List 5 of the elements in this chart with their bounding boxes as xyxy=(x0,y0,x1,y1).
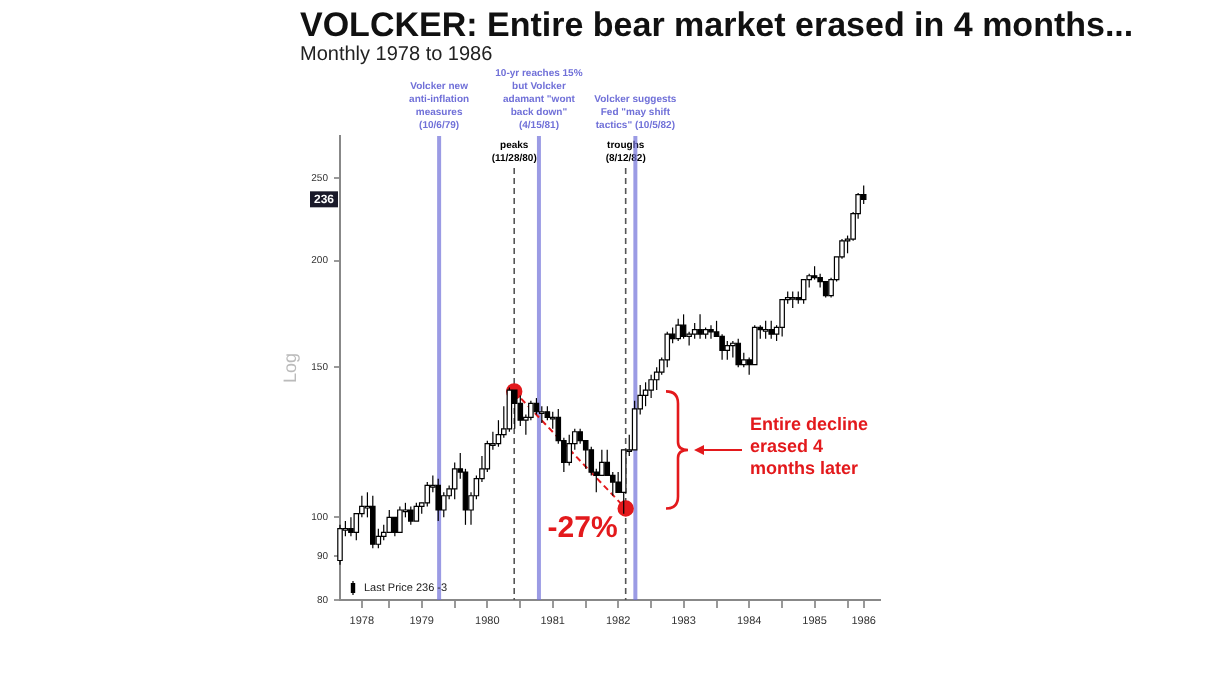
annotation: -27% xyxy=(547,510,618,545)
chart-subtitle: Monthly 1978 to 1986 xyxy=(300,44,493,66)
annotation: Entire decline erased 4 months later xyxy=(750,413,869,478)
chart-title: VOLCKER: Entire bear market erased in 4 months... xyxy=(300,6,1134,45)
y-axis-title: Log xyxy=(279,352,300,384)
